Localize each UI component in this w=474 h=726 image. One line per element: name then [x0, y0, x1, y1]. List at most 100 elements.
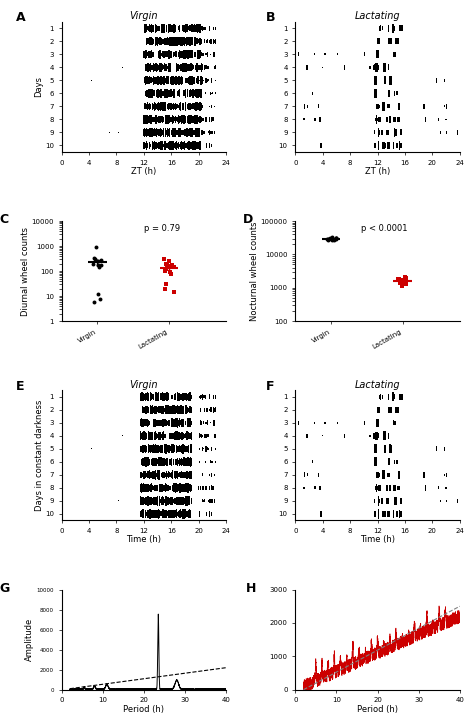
Bar: [163, 473, 164, 477]
Text: C: C: [0, 213, 8, 226]
Bar: [181, 118, 182, 121]
Bar: [190, 52, 191, 57]
Bar: [187, 64, 189, 71]
Bar: [324, 422, 326, 424]
Bar: [175, 486, 177, 490]
Bar: [151, 446, 153, 452]
Bar: [196, 89, 198, 98]
Bar: [158, 394, 159, 399]
Bar: [145, 498, 146, 504]
Bar: [155, 116, 157, 123]
Bar: [446, 499, 447, 502]
Bar: [148, 393, 149, 401]
Bar: [438, 118, 439, 121]
Bar: [392, 104, 393, 109]
Bar: [158, 142, 159, 149]
Bar: [167, 129, 169, 136]
Bar: [157, 497, 158, 505]
Bar: [167, 52, 168, 57]
Bar: [157, 393, 159, 400]
Bar: [140, 393, 142, 401]
Bar: [180, 446, 181, 451]
Bar: [148, 407, 149, 412]
Bar: [158, 457, 160, 466]
Bar: [175, 407, 177, 413]
Bar: [167, 405, 169, 415]
Bar: [160, 142, 162, 150]
Bar: [149, 129, 151, 136]
Bar: [173, 117, 174, 122]
Bar: [168, 142, 169, 149]
Bar: [178, 484, 180, 492]
Point: [398, 276, 406, 287]
Bar: [181, 459, 182, 465]
Bar: [177, 65, 179, 69]
Point: [332, 232, 340, 244]
Bar: [143, 117, 145, 122]
Bar: [157, 91, 158, 96]
Bar: [306, 65, 308, 70]
Bar: [141, 393, 143, 401]
Bar: [151, 431, 152, 440]
Bar: [213, 118, 214, 121]
Bar: [398, 118, 400, 121]
Bar: [146, 65, 147, 70]
Bar: [153, 26, 154, 30]
Bar: [197, 128, 198, 137]
Bar: [157, 434, 158, 438]
Bar: [214, 131, 215, 134]
Bar: [169, 141, 171, 150]
Bar: [179, 65, 181, 69]
Bar: [178, 420, 180, 425]
Bar: [161, 116, 162, 123]
Bar: [186, 52, 187, 57]
Bar: [149, 142, 150, 149]
Bar: [145, 76, 146, 84]
Bar: [156, 115, 157, 124]
Bar: [203, 448, 204, 449]
Bar: [344, 65, 345, 70]
Bar: [396, 511, 398, 517]
Bar: [163, 472, 164, 478]
Title: Lactating: Lactating: [355, 11, 401, 21]
Bar: [185, 497, 187, 505]
Bar: [184, 511, 186, 517]
Bar: [187, 64, 188, 70]
Bar: [394, 497, 397, 505]
Bar: [320, 511, 322, 517]
Bar: [164, 102, 165, 111]
Bar: [171, 52, 172, 56]
Bar: [214, 434, 215, 438]
Bar: [185, 484, 187, 492]
Bar: [188, 445, 189, 453]
Bar: [165, 128, 166, 137]
Point: [397, 276, 404, 287]
Bar: [146, 446, 147, 452]
Bar: [399, 25, 402, 31]
Bar: [201, 396, 202, 398]
Bar: [146, 473, 147, 477]
Bar: [182, 129, 183, 135]
Bar: [200, 65, 201, 70]
Bar: [205, 422, 206, 424]
Bar: [171, 418, 173, 427]
Bar: [175, 407, 177, 412]
Bar: [159, 434, 162, 438]
Bar: [146, 103, 148, 110]
Bar: [148, 486, 149, 490]
Bar: [142, 510, 144, 518]
Bar: [154, 408, 156, 412]
Bar: [394, 460, 395, 464]
Bar: [185, 460, 186, 464]
Bar: [149, 459, 150, 465]
Bar: [178, 90, 180, 97]
Bar: [304, 104, 305, 109]
Bar: [181, 131, 182, 134]
Bar: [143, 510, 144, 518]
Bar: [173, 38, 174, 45]
Bar: [182, 77, 183, 83]
Bar: [170, 512, 172, 516]
Bar: [378, 497, 379, 505]
Bar: [188, 77, 189, 83]
Bar: [202, 25, 203, 31]
